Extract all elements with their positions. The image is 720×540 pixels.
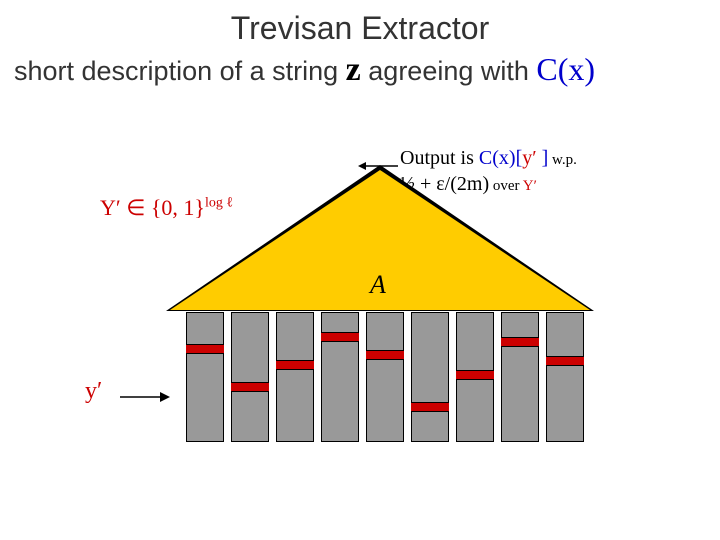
column-body [546,312,584,442]
column [276,312,314,442]
column [456,312,494,442]
subtitle-mid: agreeing with [368,56,536,86]
column [186,312,224,442]
out-l1b: C(x)[ [479,147,522,169]
subtitle-cx: C(x) [536,51,595,87]
out-l1d: ] [537,147,549,169]
column-body [186,312,224,442]
column-stripe [186,344,224,354]
out-l1c: y′ [522,147,536,169]
column [501,312,539,442]
y-set-var: Y′ [100,195,121,220]
output-line1: Output is C(x)[y′ ] w.p. [400,145,577,171]
column-body [411,312,449,442]
column [546,312,584,442]
columns-container [186,312,586,442]
column-stripe [411,402,449,412]
y-prime-label: y′ [85,378,102,405]
a-label: A [370,270,386,300]
out-l1a: Output is [400,147,479,169]
out-l1e: w.p. [548,152,577,168]
column [411,312,449,442]
column [366,312,404,442]
column-stripe [276,360,314,370]
column [321,312,359,442]
column-stripe [321,332,359,342]
column-stripe [501,337,539,347]
column-body [366,312,404,442]
column-body [231,312,269,442]
diagram-area: Y′ ∈ {0, 1}log ℓ Output is C(x)[y′ ] w.p… [0,110,720,540]
column-stripe [546,356,584,366]
slide-title: Trevisan Extractor [0,0,720,47]
y-prime-arrow [120,390,170,404]
column-stripe [456,370,494,380]
column-body [276,312,314,442]
column-stripe [366,350,404,360]
column [231,312,269,442]
slide-subtitle: short description of a string z agreeing… [0,47,720,89]
subtitle-prefix: short description of a string [14,56,346,86]
column-stripe [231,382,269,392]
column-body [501,312,539,442]
subtitle-z: z [346,51,361,88]
